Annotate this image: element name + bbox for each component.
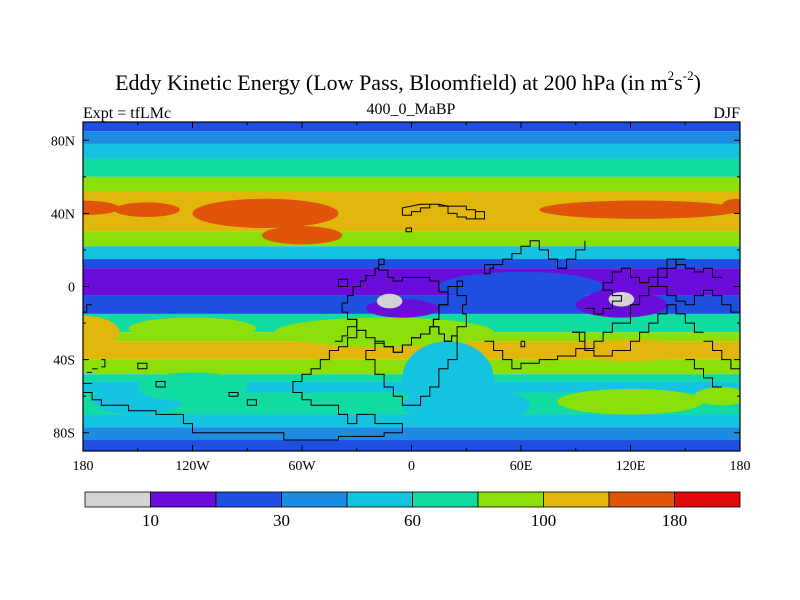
coastline-19 (572, 304, 704, 357)
field-blob-17 (376, 293, 403, 309)
y-tick-label-0: 80N (51, 134, 75, 149)
colorbar-box-2 (215, 491, 282, 508)
coastline-8 (137, 362, 148, 370)
expt-label: Expt = tfLMc (83, 105, 171, 122)
coastline-10 (246, 399, 257, 406)
x-tick-label-2: 60W (288, 459, 316, 474)
coastline-16 (657, 286, 740, 313)
field-blob-4 (539, 200, 740, 219)
field-blob-13 (137, 372, 248, 402)
coastline-25 (520, 340, 526, 348)
field-blob-2 (192, 198, 339, 229)
chart-title-sup2: -2 (683, 68, 694, 83)
colorbar-label-4: 180 (662, 511, 688, 530)
chart-title: Eddy Kinetic Energy (Low Pass, Bloomfiel… (115, 68, 701, 95)
colorbar: 10 30 60 100 180 (84, 491, 741, 530)
colorbar-box-1 (150, 491, 217, 508)
field-blob-16 (365, 299, 439, 318)
coastline-6 (83, 329, 403, 441)
coastline-7 (155, 381, 166, 388)
contour-field (83, 122, 740, 451)
field-blob-15 (694, 387, 740, 406)
x-tick-label-1: 120W (175, 459, 210, 474)
coastline-22 (334, 318, 358, 342)
field-blob-1 (114, 202, 180, 218)
chart-title-sup1: 2 (668, 68, 675, 83)
x-tick-label-0: 180 (73, 459, 94, 474)
field-blob-11 (402, 387, 531, 424)
case-label: 400_0_MaBP (367, 101, 456, 118)
chart-title-tail: ) (694, 70, 701, 95)
coastline-11 (101, 359, 106, 368)
field-blob-7 (128, 317, 257, 340)
band-18 (83, 414, 740, 428)
coastline-20 (572, 331, 586, 342)
coastline-1 (405, 227, 412, 233)
colorbar-label-0: 10 (142, 511, 159, 530)
chart-title-mid: s (674, 70, 683, 95)
colorbar-box-4 (346, 491, 413, 508)
band-4 (83, 176, 740, 192)
colorbar-label-1: 30 (273, 511, 290, 530)
colorbar-box-8 (608, 491, 675, 508)
coastline-26 (338, 278, 349, 287)
y-tick-label-3: 40S (53, 354, 75, 369)
field-blob-14 (557, 388, 704, 415)
band-8 (83, 259, 740, 269)
band-7 (83, 246, 740, 260)
colorbar-box-6 (477, 491, 544, 508)
x-tick-label-5: 120E (616, 459, 646, 474)
coastline-15 (484, 258, 686, 370)
coastlines (83, 203, 740, 441)
colorbar-box-5 (412, 491, 479, 508)
x-tick-label-6: 180 (730, 459, 751, 474)
field-blob-0 (83, 200, 120, 216)
y-tick-label-1: 40N (51, 207, 75, 222)
coastline-21 (703, 340, 740, 370)
season-label: DJF (713, 105, 740, 122)
plot-area (83, 122, 740, 451)
coastline-24 (493, 240, 586, 269)
band-9 (83, 268, 740, 296)
field-blob-6 (83, 315, 120, 349)
y-tick-label-4: 80S (53, 427, 75, 442)
band-3 (83, 158, 740, 177)
field-blob-20 (438, 271, 604, 302)
band-19 (83, 427, 740, 441)
y-tick-label-2: 0 (68, 281, 75, 296)
coastline-4 (432, 280, 467, 342)
colorbar-label-2: 60 (404, 511, 421, 530)
coastline-17 (83, 304, 93, 313)
coastline-9 (228, 392, 239, 397)
field-blob-5 (721, 198, 740, 214)
coastline-5 (365, 326, 458, 406)
axes: 180 120W 60W 0 60E 120E 180 80N 40N 0 40S 80S (51, 122, 751, 474)
colorbar-label-3: 100 (531, 511, 557, 530)
colorbar-box-3 (281, 491, 348, 508)
colorbar-box-0 (84, 491, 151, 508)
coastline-23 (685, 359, 722, 388)
coastline-18 (584, 258, 722, 315)
colorbar-box-9 (674, 491, 741, 508)
field-blob-9 (274, 317, 494, 347)
colorbar-box-7 (543, 491, 610, 508)
coastline-0 (401, 203, 485, 220)
band-6 (83, 231, 740, 247)
band-2 (83, 143, 740, 159)
band-1 (83, 131, 740, 144)
chart-title-main: Eddy Kinetic Energy (Low Pass, Bloomfiel… (115, 70, 668, 95)
x-tick-label-3: 0 (408, 459, 415, 474)
x-tick-label-4: 60E (510, 459, 533, 474)
field-blob-3 (261, 226, 343, 245)
